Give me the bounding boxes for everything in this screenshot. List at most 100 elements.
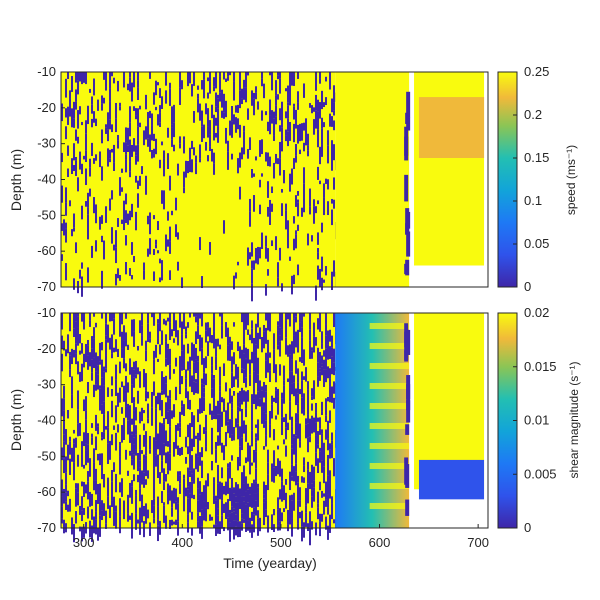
heatmap-cell — [135, 374, 137, 379]
heatmap-cell — [297, 382, 299, 394]
heatmap-cell — [73, 328, 75, 338]
heatmap-cell — [65, 429, 67, 445]
heatmap-cell — [171, 124, 173, 128]
heatmap-cell — [135, 145, 137, 153]
heatmap-cell — [229, 388, 231, 404]
heatmap-cell — [311, 415, 313, 420]
heatmap-cell — [329, 443, 331, 450]
heatmap-cell — [319, 417, 321, 429]
heatmap-cell — [191, 375, 193, 393]
heatmap-cell — [71, 168, 73, 175]
heatmap-cell — [317, 491, 319, 504]
heatmap-cell — [181, 400, 183, 407]
heatmap-cell — [333, 199, 335, 209]
heatmap-cell — [167, 483, 169, 494]
heatmap-cell — [163, 318, 165, 325]
heatmap-cell — [233, 275, 235, 290]
heatmap-cell — [151, 125, 153, 141]
heatmap-cell — [293, 274, 295, 285]
heatmap-cell — [315, 412, 317, 423]
heatmap-cell — [101, 453, 103, 468]
heatmap-cell — [117, 392, 119, 407]
heatmap-cell — [183, 478, 185, 495]
heatmap-cell — [319, 368, 321, 372]
heatmap-cell — [333, 102, 335, 111]
heatmap-cell — [327, 507, 329, 515]
heatmap-cell — [83, 464, 85, 469]
heatmap-cell — [327, 475, 329, 495]
heatmap-cell — [227, 467, 229, 485]
heatmap-cell — [253, 483, 255, 494]
heatmap-cell — [295, 471, 297, 486]
heatmap-cell — [243, 125, 245, 132]
heatmap-cell — [289, 401, 291, 420]
heatmap-cell — [125, 390, 127, 394]
heatmap-cell — [325, 499, 327, 507]
heatmap-cell — [253, 337, 255, 353]
heatmap-cell — [277, 321, 279, 326]
heatmap-cell — [319, 521, 321, 537]
heatmap-cell — [281, 127, 283, 141]
heatmap-cell — [227, 463, 229, 468]
heatmap-cell — [135, 360, 137, 375]
heatmap-cell — [73, 101, 75, 119]
heatmap-cell — [321, 128, 323, 145]
heatmap-cell — [169, 398, 171, 410]
heatmap-cell — [133, 138, 135, 152]
heatmap-cell — [157, 82, 159, 86]
heatmap-cell — [137, 180, 139, 190]
heatmap-cell — [317, 417, 319, 422]
heatmap-cell — [201, 383, 203, 397]
heatmap-cell — [147, 313, 149, 324]
heatmap-cell — [295, 234, 297, 249]
heatmap-cell — [67, 334, 69, 354]
heatmap-cell — [67, 168, 69, 178]
heatmap-cell — [243, 140, 245, 155]
heatmap-cell — [213, 524, 215, 529]
heatmap-cell — [245, 424, 247, 442]
heatmap-cell — [119, 516, 121, 534]
heatmap-cell — [311, 464, 313, 484]
heatmap-cell — [233, 114, 235, 125]
heatmap-cell — [97, 374, 99, 390]
heatmap-cell — [61, 254, 63, 261]
heatmap-cell — [227, 425, 229, 434]
heatmap-cell — [209, 327, 211, 343]
heatmap-cell — [195, 379, 197, 383]
heatmap-cell — [325, 481, 327, 500]
heatmap-cell — [119, 456, 121, 475]
heatmap-cell — [299, 500, 301, 507]
heatmap-cell — [227, 140, 229, 145]
heatmap-cell — [77, 327, 79, 346]
heatmap-cell — [187, 72, 189, 87]
heatmap-cell — [329, 368, 331, 379]
heatmap-cell — [135, 434, 137, 450]
heatmap-cell — [325, 415, 327, 422]
heatmap-cell — [61, 398, 63, 417]
heatmap-cell — [231, 106, 233, 122]
heatmap-cell — [133, 410, 135, 425]
colorbar-tick-label: 0.2 — [524, 107, 542, 122]
heatmap-cell — [307, 145, 309, 151]
heatmap-cell — [113, 425, 115, 430]
heatmap-cell — [163, 190, 165, 210]
heatmap-cell — [255, 481, 257, 494]
heatmap-cell — [291, 275, 293, 295]
heatmap-cell — [125, 396, 127, 407]
heatmap-cell — [163, 443, 165, 456]
heatmap-cell — [305, 492, 307, 506]
heatmap-cell — [195, 155, 197, 163]
heatmap-cell — [135, 407, 137, 421]
heatmap-cell — [265, 313, 267, 321]
heatmap-cell — [223, 527, 225, 532]
heatmap-cell — [333, 519, 335, 524]
heatmap-cell — [79, 350, 81, 355]
heatmap-cell — [119, 313, 121, 320]
heatmap-cell — [189, 448, 191, 454]
heatmap-cell — [281, 404, 283, 418]
heatmap-cell — [179, 385, 181, 395]
heatmap-cell — [157, 338, 159, 345]
heatmap-cell — [165, 515, 167, 529]
heatmap-cell — [61, 103, 63, 122]
heatmap-cell — [263, 324, 265, 332]
